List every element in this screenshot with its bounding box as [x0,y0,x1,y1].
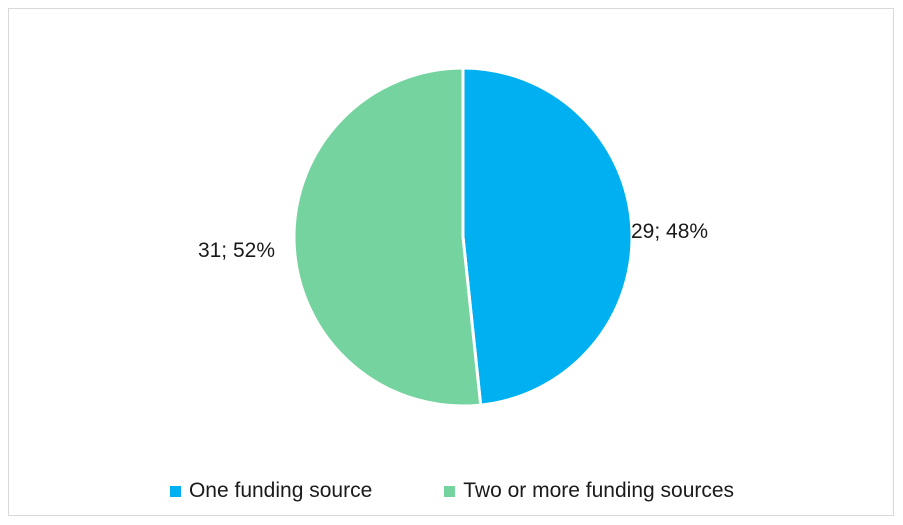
pie-slices [292,66,634,408]
legend-swatch-icon [444,485,456,497]
data-label-one-funding-source: 29; 48% [631,220,708,243]
pie-slice-one-funding-source [461,66,634,407]
legend: One funding source Two or more funding s… [9,479,895,503]
legend-swatch-icon [169,485,181,497]
data-label-two-or-more-funding-sources: 31; 52% [198,239,275,262]
pie-slice-two-or-more-funding-sources [292,66,483,408]
legend-label: One funding source [188,479,373,502]
chart-area: 29; 48% 31; 52% One funding source Two o… [8,8,894,516]
pie-chart: 29; 48% 31; 52% [198,66,708,408]
legend-label: Two or more funding sources [463,479,735,502]
legend-item-two-or-more-funding-sources: Two or more funding sources [444,479,734,503]
legend-item-one-funding-source: One funding source [169,479,373,503]
